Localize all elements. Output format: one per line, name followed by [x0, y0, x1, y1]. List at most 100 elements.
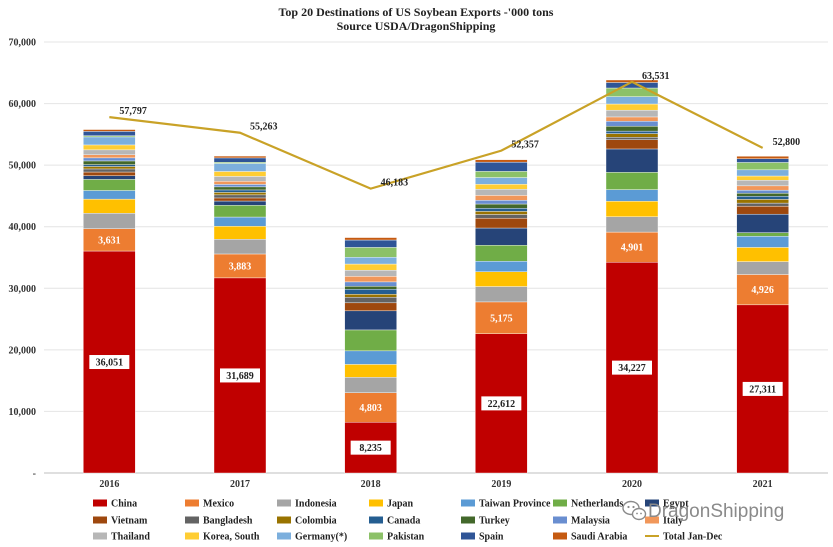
bar-segment: [605, 172, 659, 190]
legend-swatch: [93, 532, 107, 540]
bar-stack-2016: [83, 129, 136, 474]
bar-segment: [83, 171, 136, 176]
legend-swatch: [369, 532, 383, 540]
legend-swatch: [461, 532, 475, 540]
bar-segment: [475, 211, 528, 215]
data-label: 22,612: [488, 399, 516, 410]
bar-segment: [605, 148, 659, 173]
legend-label: China: [111, 499, 137, 510]
legend-label: Canada: [387, 516, 420, 527]
legend-label: Colombia: [295, 516, 337, 527]
bar-segment: [83, 179, 136, 191]
bar-segment: [475, 261, 528, 272]
data-label: 4,926: [751, 285, 774, 296]
legend-label: Italy: [663, 516, 683, 527]
bar-segment: [605, 201, 659, 217]
bar-segment: [213, 239, 267, 255]
bar-segment: [344, 364, 397, 378]
bar-segment: [605, 82, 659, 89]
bar-segment: [475, 195, 528, 201]
legend-label: Malaysia: [571, 516, 610, 527]
bar-segment: [736, 274, 789, 306]
total-line: 57,797 55,263 46,183 52,357 63,531 52,800: [109, 71, 800, 190]
bar-segment: [213, 184, 267, 188]
bar-segment: [83, 144, 136, 151]
bar-segment: [344, 281, 397, 287]
bar-segment: [736, 236, 789, 248]
legend-swatch: [185, 516, 199, 524]
legend-label: Netherlands: [571, 499, 623, 510]
bar-segment: [344, 239, 397, 248]
legend-item: Thailand: [93, 532, 150, 543]
legend-label: Egypt: [663, 499, 689, 510]
bar-segment: [213, 155, 267, 159]
bar-segment: [736, 232, 789, 237]
bar-stack-2020: [605, 79, 659, 474]
bar-segment: [344, 237, 397, 241]
bar-segment: [83, 164, 136, 167]
data-label-box: [481, 396, 522, 411]
bar-segment: [83, 168, 136, 173]
total-line-label: 57,797: [119, 106, 147, 117]
bar-segment: [475, 217, 528, 229]
data-label: 36,051: [96, 358, 124, 369]
bar-stack-2018: [344, 237, 397, 474]
legend-item: Saudi Arabia: [553, 532, 627, 543]
legend-label: Spain: [479, 532, 504, 543]
legend-swatch: [553, 499, 567, 507]
bar-segment: [344, 377, 397, 393]
bar-segment: [736, 185, 789, 191]
bar-segment: [83, 129, 136, 132]
bar-segment: [736, 205, 789, 215]
data-label-box: [350, 440, 391, 455]
bar-segment: [344, 257, 397, 265]
legend-item: Colombia: [277, 516, 337, 527]
bar-segment: [605, 109, 659, 118]
bar-segment: [344, 276, 397, 283]
legend-item: Netherlands: [553, 499, 623, 510]
legend-item: Vietnam: [93, 516, 148, 527]
bar-segment: [213, 194, 267, 199]
y-tick-label: 40,000: [9, 222, 37, 233]
bar-segment: [213, 176, 267, 182]
bar-segment: [83, 136, 136, 146]
legend-label: Taiwan Province: [479, 499, 551, 510]
y-tick-label: 20,000: [9, 345, 37, 356]
legend-label: Total Jan-Dec: [663, 532, 723, 543]
bar-segment: [736, 196, 789, 200]
x-tick-label: 2020: [622, 479, 642, 490]
data-label: 5,175: [490, 313, 513, 324]
legend-label: Saudi Arabia: [571, 532, 627, 543]
legend-item: Pakistan: [369, 532, 425, 543]
legend-swatch: [369, 499, 383, 507]
data-label: 31,689: [226, 371, 254, 382]
legend-label: Japan: [387, 499, 414, 510]
y-tick-label: -: [33, 469, 36, 480]
stacked-bars: 36,051 3,631 31,689 3,883 8,235 4,803 22,612 5,…: [83, 79, 789, 474]
bar-segment: [344, 247, 397, 258]
legend-item: Mexico: [185, 499, 234, 510]
data-label-box: [742, 381, 783, 396]
bar-segment: [605, 216, 659, 233]
data-label: 27,311: [749, 384, 776, 395]
bar-segment: [83, 157, 136, 162]
bar-segment: [475, 161, 528, 172]
legend-item: Italy: [645, 516, 683, 527]
bar-segment: [475, 189, 528, 196]
data-label: 3,631: [98, 235, 121, 246]
bar-segment: [83, 190, 136, 200]
total-line-label: 55,263: [250, 122, 278, 133]
legend-swatch: [645, 516, 659, 524]
bar-segment: [83, 131, 136, 136]
y-tick-label: 70,000: [9, 38, 37, 49]
y-tick-label: 60,000: [9, 99, 37, 110]
bar-segment: [83, 213, 136, 229]
bar-segment: [475, 245, 528, 262]
watermark: DragonShipping: [622, 500, 784, 522]
legend-item: Malaysia: [553, 516, 610, 527]
bar-segment: [736, 169, 789, 177]
bar-segment: [605, 130, 659, 134]
bar-segment: [736, 175, 789, 181]
bar-segment: [344, 302, 397, 312]
